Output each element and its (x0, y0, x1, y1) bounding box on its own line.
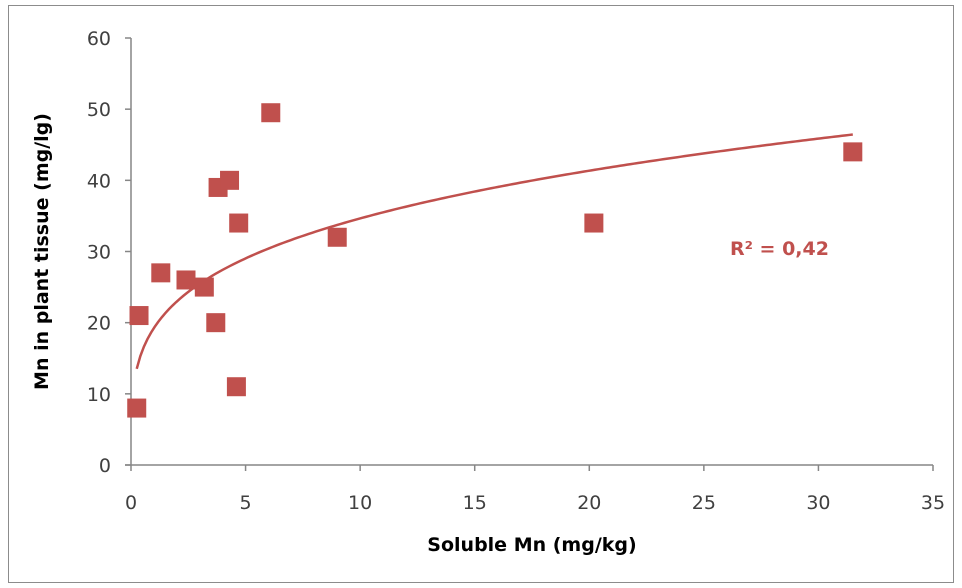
data-point (261, 103, 281, 123)
r-squared-annotation: R² = 0,42 (730, 238, 829, 260)
x-axis-title: Soluble Mn (mg/kg) (427, 534, 636, 556)
x-tick-label: 30 (806, 492, 830, 514)
trendline (135, 133, 853, 370)
y-axis-title: Mn in plant tissue (mg/lg) (31, 113, 53, 390)
data-point (151, 263, 171, 283)
data-point (206, 313, 226, 333)
x-tick-label: 10 (348, 492, 372, 514)
y-tick-label: 10 (87, 384, 111, 406)
data-points (127, 103, 863, 418)
y-ticks: 0 10 20 30 40 50 60 (87, 28, 131, 477)
y-tick-label: 50 (87, 99, 111, 121)
data-point (584, 213, 604, 233)
y-tick-label: 20 (87, 313, 111, 335)
data-point (127, 398, 147, 418)
chart-frame (8, 5, 954, 583)
y-tick-label: 30 (87, 242, 111, 264)
y-tick-label: 40 (87, 170, 111, 192)
data-point (220, 170, 240, 190)
data-point (229, 213, 249, 233)
data-point (843, 142, 863, 162)
data-point (327, 227, 347, 247)
axes: 0 10 20 30 40 50 60 0 5 10 15 20 25 30 35 (87, 28, 945, 514)
data-point (226, 377, 246, 397)
x-tick-label: 25 (692, 492, 716, 514)
x-tick-label: 15 (463, 492, 487, 514)
data-point (176, 270, 196, 290)
x-tick-label: 35 (921, 492, 945, 514)
x-tick-label: 5 (240, 492, 252, 514)
x-tick-label: 0 (125, 492, 137, 514)
y-tick-label: 60 (87, 28, 111, 50)
data-point (129, 306, 149, 326)
data-point (194, 277, 214, 297)
y-tick-label: 0 (99, 455, 111, 477)
x-ticks: 0 5 10 15 20 25 30 35 (125, 465, 945, 514)
x-tick-label: 20 (577, 492, 601, 514)
